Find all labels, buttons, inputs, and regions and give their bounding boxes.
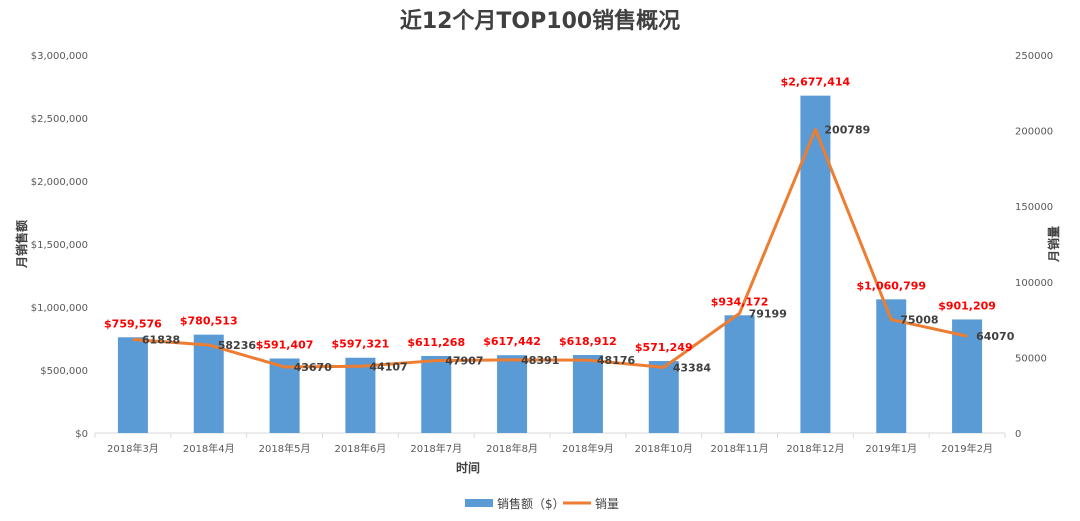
line-data-label: 79199 (749, 307, 787, 320)
bar (952, 319, 983, 433)
y-tick-label: $2,000,000 (31, 177, 88, 188)
line-data-label: 75008 (900, 314, 938, 327)
y2-tick-label: 200000 (1015, 127, 1053, 138)
sales-volume-line (132, 127, 968, 369)
y-tick-label: $1,000,000 (31, 303, 88, 314)
y2-tick-label: 100000 (1015, 278, 1053, 289)
bar-data-label: $591,407 (256, 338, 314, 351)
line-data-label: 44107 (369, 360, 407, 373)
y2-tick-label: 250000 (1015, 51, 1053, 62)
bar (345, 357, 376, 433)
x-tick-label: 2018年4月 (183, 442, 235, 455)
bar (117, 337, 148, 433)
legend-line-label: 销量 (595, 497, 619, 511)
x-tick-label: 2019年1月 (865, 442, 917, 455)
bar-data-label: $1,060,799 (856, 279, 926, 292)
x-tick-label: 2018年3月 (107, 442, 159, 455)
line-data-label: 47907 (445, 355, 483, 368)
bar-data-label: $780,513 (180, 315, 238, 328)
bar (648, 361, 679, 433)
y2-tick-label: 0 (1015, 429, 1021, 440)
chart-title: 近12个月TOP100销售概况 (400, 8, 680, 34)
bar-data-label: $934,172 (711, 295, 769, 308)
y2-tick-label: 150000 (1015, 202, 1053, 213)
line-data-label: 48391 (521, 354, 559, 367)
bar-data-label: $611,268 (407, 336, 465, 349)
bar (800, 95, 831, 433)
line-data-label: 64070 (976, 330, 1015, 343)
x-tick-label: 2018年12月 (786, 442, 844, 455)
x-tick-label: 2018年6月 (335, 442, 387, 455)
x-tick-label: 2018年7月 (410, 442, 462, 455)
x-tick-label: 2018年10月 (635, 442, 693, 455)
y-tick-label: $1,500,000 (31, 240, 88, 251)
line-data-label: 61838 (142, 334, 180, 347)
bar (497, 355, 528, 433)
line-data-label: 200789 (824, 123, 870, 136)
bar-data-label: $2,677,414 (781, 76, 851, 89)
y-tick-label: $500,000 (40, 366, 88, 377)
x-tick-label: 2019年2月 (941, 442, 993, 455)
legend-bar-label: 销售额（$） (497, 496, 565, 511)
y2-axis-title: 月销量 (1046, 226, 1061, 263)
x-tick-label: 2018年5月 (259, 442, 311, 455)
line-data-label: 58236 (218, 339, 257, 352)
legend-bar-swatch (465, 499, 493, 507)
x-axis-title: 时间 (456, 460, 480, 475)
bar-data-label: $759,576 (104, 317, 162, 330)
line-data-label: 48176 (597, 354, 636, 367)
bar-data-label: $618,912 (559, 335, 617, 348)
bar (193, 334, 224, 433)
y-tick-label: $3,000,000 (31, 51, 88, 62)
bar-data-label: $571,249 (635, 341, 693, 354)
line-data-label: 43384 (673, 361, 712, 374)
line-data-label: 43670 (294, 361, 333, 374)
x-tick-label: 2018年11月 (710, 442, 768, 455)
bar-data-label: $901,209 (938, 299, 996, 312)
bar (269, 358, 300, 433)
bar (572, 355, 603, 433)
bar-data-label: $617,442 (483, 335, 541, 348)
x-tick-label: 2018年8月 (486, 442, 538, 455)
y2-tick-label: 50000 (1015, 353, 1047, 364)
y-axis-title: 月销售额 (14, 220, 29, 269)
bar (724, 315, 755, 433)
x-tick-label: 2018年9月 (562, 442, 614, 455)
y-tick-label: $2,500,000 (31, 114, 88, 125)
bar-data-label: $597,321 (332, 338, 390, 351)
bar (421, 355, 452, 433)
y-tick-label: $0 (75, 429, 88, 440)
